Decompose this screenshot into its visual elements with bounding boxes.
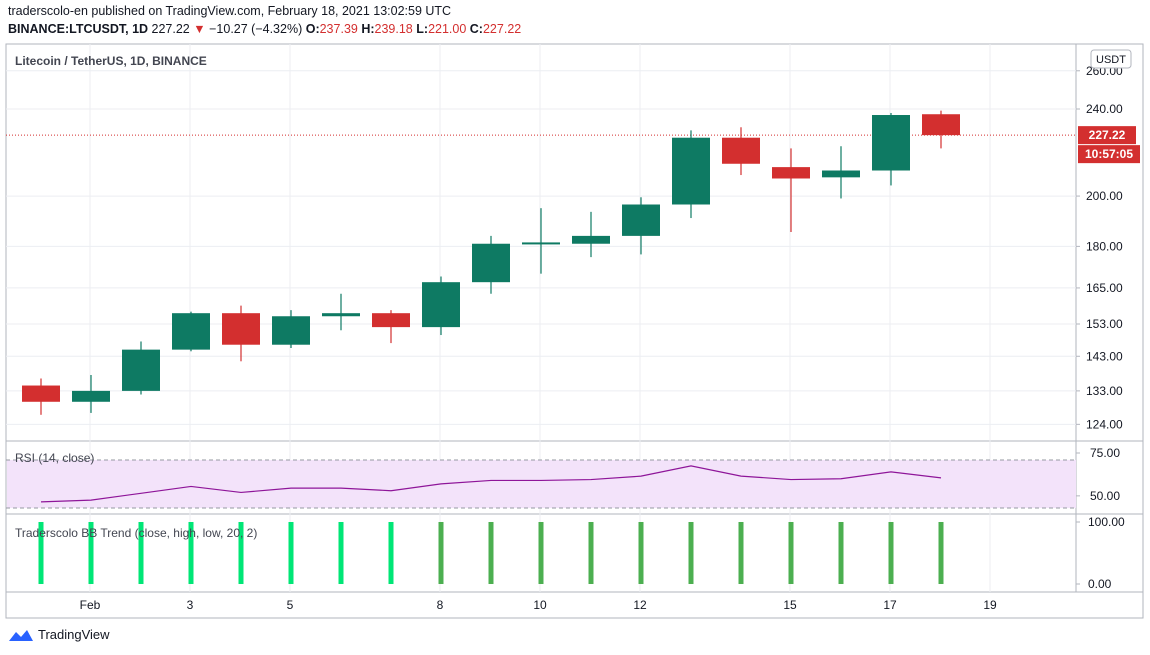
high-value: 239.18 [374,22,413,36]
x-tick-label: 5 [287,598,294,612]
bb-trend-bar [88,522,94,584]
y-tick-label: 240.00 [1086,102,1123,116]
candle-body [722,137,760,164]
bb-trend-bar [938,522,944,584]
bb-trend-bar [738,522,744,584]
bb-trend-bar [788,522,794,584]
candle-body [922,114,960,136]
candle-body [672,137,710,205]
bb-trend-bar [138,522,144,584]
x-tick-label: 15 [783,598,797,612]
x-tick-label: 3 [187,598,194,612]
rsi-line [40,465,942,503]
y-tick-label: 133.00 [1086,384,1123,398]
candle-body [872,115,910,171]
bb-trend-bar [288,522,294,584]
high-label: H: [361,22,375,36]
last-price-badge [1078,126,1136,145]
countdown-badge [1078,145,1140,164]
open-label: O: [305,22,320,36]
chart-title: Litecoin / TetherUS, 1D, BINANCE [15,54,207,68]
rsi-tick-label: 75.00 [1090,446,1120,460]
bb-tick-label: 0.00 [1088,577,1112,591]
bb-trend-bar [338,522,344,584]
candle-body [622,204,660,236]
publish-info: traderscolo-en published on TradingView.… [8,4,452,18]
candle-body [772,167,810,179]
candle-body [322,313,360,317]
bb-trend-bar [538,522,544,584]
chart-canvas[interactable]: Feb 3 5 8 10 12 15 17 19 124.00 133.00 143.00 153.00… [0,0,1150,625]
candle-body [822,170,860,178]
bb-trend-bar [488,522,494,584]
bb-trend-bar [438,522,444,584]
candle-body [372,313,410,328]
bb-trend-bar [388,522,394,584]
candle-body [172,313,210,350]
bb-trend-bar [638,522,644,584]
bb-tick-label: 100.00 [1088,515,1125,529]
rsi-tick-label: 50.00 [1090,489,1120,503]
low-value: 221.00 [428,22,467,36]
bb-title: Traderscolo BB Trend (close, high, low, … [15,526,257,540]
rsi-title: RSI (14, close) [15,451,94,465]
rsi-band [7,460,1076,508]
x-tick-label: 8 [437,598,444,612]
x-tick-label: Feb [80,598,101,612]
y-tick-label: 180.00 [1086,239,1123,253]
candle-body [72,390,110,402]
candle-body [22,385,60,402]
bb-trend-bar [238,522,244,584]
candle-body [522,242,560,245]
y-tick-label: 124.00 [1086,417,1123,431]
x-tick-label: 12 [633,598,647,612]
last-price-text: 227.22 [151,22,190,36]
brand-label: TradingView [38,627,110,642]
bb-trend-bar [38,522,44,584]
y-tick-label: 153.00 [1086,317,1123,331]
bb-trend-bar [838,522,844,584]
bb-trend-bar [588,522,594,584]
currency-badge [1090,49,1132,69]
x-tick-label: 19 [983,598,997,612]
y-tick-label: 143.00 [1086,349,1123,363]
chart-frame [5,43,1144,619]
candle-body [572,235,610,244]
candle-body [222,313,260,345]
x-tick-label: 17 [883,598,897,612]
candle-body [272,316,310,345]
x-tick-label: 10 [533,598,547,612]
candle-body [422,282,460,328]
tradingview-logo-icon [9,629,33,641]
currency-label: USDT [1096,54,1126,66]
change-text: −10.27 (−4.32%) [209,22,303,36]
close-label: C: [469,22,483,36]
y-tick-label: 165.00 [1086,281,1123,295]
open-value: 237.39 [319,22,358,36]
low-label: L: [416,22,429,36]
bb-trend-bar [688,522,694,584]
last-price-label: 227.22 [1089,128,1126,142]
bb-trend-bar [188,522,194,584]
close-value: 227.22 [482,22,522,36]
change-arrow-icon: ▼ [193,22,206,36]
bb-trend-bar [888,522,894,584]
symbol-label: BINANCE:LTCUSDT, 1D [8,22,149,36]
candle-body [122,349,160,391]
countdown-label: 10:57:05 [1085,147,1133,161]
tradingview-brand[interactable]: TradingView [8,627,110,642]
ohlc-header: BINANCE:LTCUSDT, 1D 227.22 ▼ −10.27 (−4.… [8,22,521,36]
y-tick-label: 200.00 [1086,189,1123,203]
candle-body [472,243,510,283]
